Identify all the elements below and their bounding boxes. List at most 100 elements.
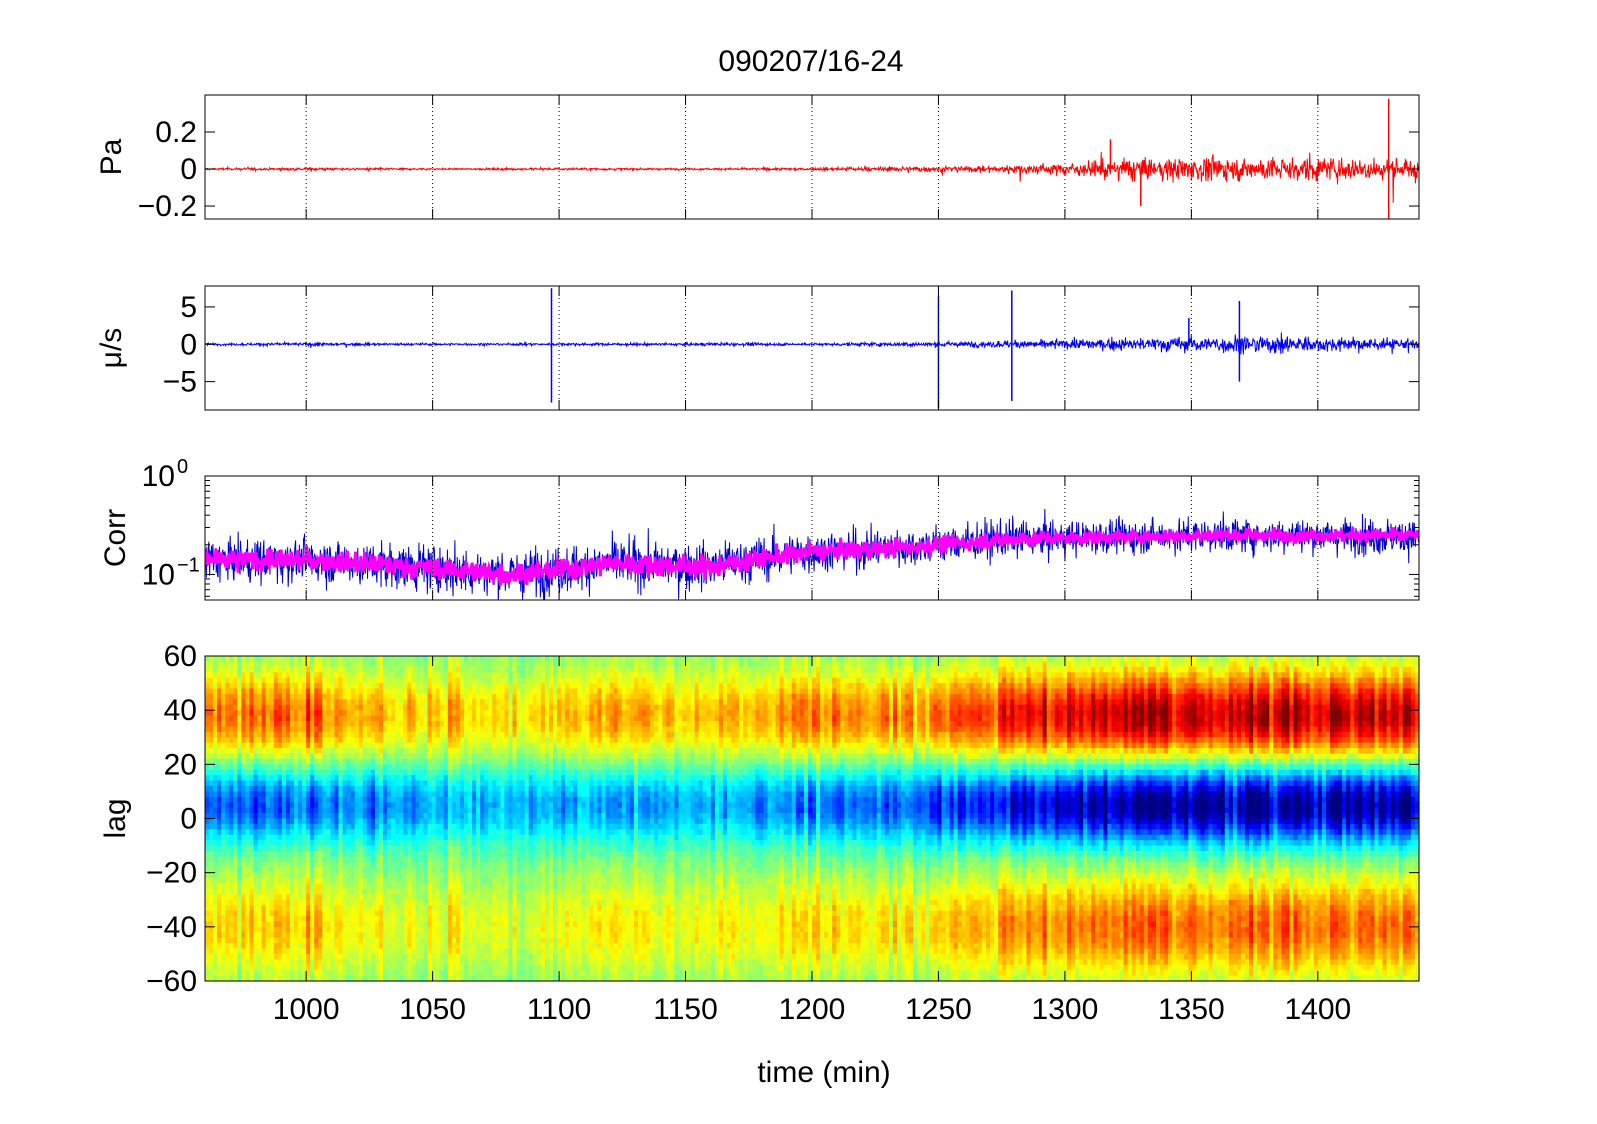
heatmap-cell: [285, 688, 291, 695]
heatmap-cell: [443, 791, 449, 798]
heatmap-cell: [459, 661, 465, 668]
heatmap-cell: [447, 845, 453, 852]
heatmap-cell: [447, 970, 453, 977]
heatmap-cell: [289, 948, 295, 955]
heatmap-cell: [484, 683, 489, 690]
heatmap-cell: [391, 753, 396, 760]
heatmap-cell: [221, 867, 226, 874]
heatmap-cell: [302, 699, 307, 706]
heatmap-cell: [399, 937, 404, 944]
heatmap-cell: [289, 916, 295, 923]
heatmap-cell: [411, 683, 417, 690]
heatmap-cell: [346, 953, 352, 960]
heatmap-cell: [346, 975, 352, 982]
heatmap-cell: [403, 964, 408, 971]
heatmap-cell: [439, 683, 445, 690]
heatmap-cell: [281, 748, 287, 755]
heatmap-cell: [306, 845, 311, 852]
heatmap-cell: [476, 677, 481, 684]
heatmap-cell: [459, 910, 465, 917]
heatmap-cell: [443, 693, 449, 700]
heatmap-cell: [455, 731, 461, 738]
heatmap-cell: [492, 710, 497, 717]
heatmap-cell: [435, 683, 441, 690]
heatmap-cell: [342, 769, 348, 776]
heatmap-cell: [257, 666, 263, 673]
heatmap-cell: [362, 802, 368, 809]
heatmap-cell: [387, 791, 392, 798]
heatmap-cell: [298, 856, 303, 863]
heatmap-cell: [480, 683, 485, 690]
heatmap-cell: [374, 894, 380, 901]
heatmap-cells: [205, 656, 1420, 982]
heatmap-cell: [455, 894, 461, 901]
heatmap-cell: [261, 769, 267, 776]
heatmap-cell: [407, 937, 412, 944]
heatmap-cell: [225, 672, 230, 679]
heatmap-cell: [350, 834, 356, 841]
heatmap-cell: [285, 726, 291, 733]
heatmap-cell: [346, 867, 352, 874]
heatmap-cell: [451, 829, 457, 836]
heatmap-cell: [370, 937, 376, 944]
heatmap-cell: [516, 921, 522, 928]
heatmap-cell: [472, 829, 477, 836]
heatmap-cell: [528, 807, 534, 814]
heatmap-cell: [383, 883, 388, 890]
heatmap-cell: [302, 786, 307, 793]
heatmap-cell: [504, 775, 510, 782]
heatmap-cell: [508, 878, 514, 885]
heatmap-cell: [484, 807, 489, 814]
heatmap-cell: [472, 883, 477, 890]
heatmap-cell: [253, 677, 259, 684]
heatmap-cell: [257, 758, 263, 765]
heatmap-cell: [407, 943, 412, 950]
heatmap-cell: [229, 894, 234, 901]
heatmap-cell: [411, 737, 417, 744]
heatmap-cell: [362, 775, 368, 782]
heatmap-cell: [370, 823, 376, 830]
heatmap-cell: [500, 672, 506, 679]
heatmap-cell: [306, 943, 311, 950]
heatmap-cell: [387, 710, 392, 717]
heatmap-cell: [217, 829, 222, 836]
heatmap-cell: [310, 888, 315, 895]
heatmap-cell: [298, 748, 303, 755]
heatmap-cell: [253, 840, 259, 847]
heatmap-cell: [318, 758, 323, 765]
heatmap-cell: [431, 834, 437, 841]
heatmap-cell: [374, 721, 380, 728]
heatmap-cell: [209, 737, 214, 744]
heatmap-cell: [257, 943, 263, 950]
heatmap-cell: [512, 899, 518, 906]
heatmap-cell: [241, 888, 247, 895]
heatmap-cell: [387, 796, 392, 803]
heatmap-cell: [512, 753, 518, 760]
heatmap-cell: [330, 888, 336, 895]
heatmap-cell: [318, 964, 323, 971]
heatmap-cell: [302, 932, 307, 939]
heatmap-cell: [411, 937, 417, 944]
heatmap-cell: [209, 731, 214, 738]
heatmap-cell: [427, 916, 433, 923]
heatmap-cell: [342, 721, 348, 728]
heatmap-cell: [391, 872, 396, 879]
heatmap-cell: [225, 758, 230, 765]
heatmap-cell: [508, 948, 514, 955]
heatmap-cell: [298, 780, 303, 787]
heatmap-cell: [346, 796, 352, 803]
heatmap-cell: [285, 888, 291, 895]
heatmap-cell: [241, 872, 247, 879]
heatmap-cell: [488, 780, 493, 787]
heatmap-cell: [209, 656, 214, 663]
heatmap-cell: [423, 661, 429, 668]
heatmap-cell: [463, 861, 469, 868]
heatmap-cell: [326, 748, 332, 755]
heatmap-cell: [403, 748, 408, 755]
heatmap-cell: [366, 894, 372, 901]
heatmap-cell: [221, 737, 226, 744]
heatmap-cell: [370, 840, 376, 847]
heatmap-cell: [326, 910, 332, 917]
heatmap-cell: [427, 693, 433, 700]
heatmap-cell: [273, 688, 279, 695]
